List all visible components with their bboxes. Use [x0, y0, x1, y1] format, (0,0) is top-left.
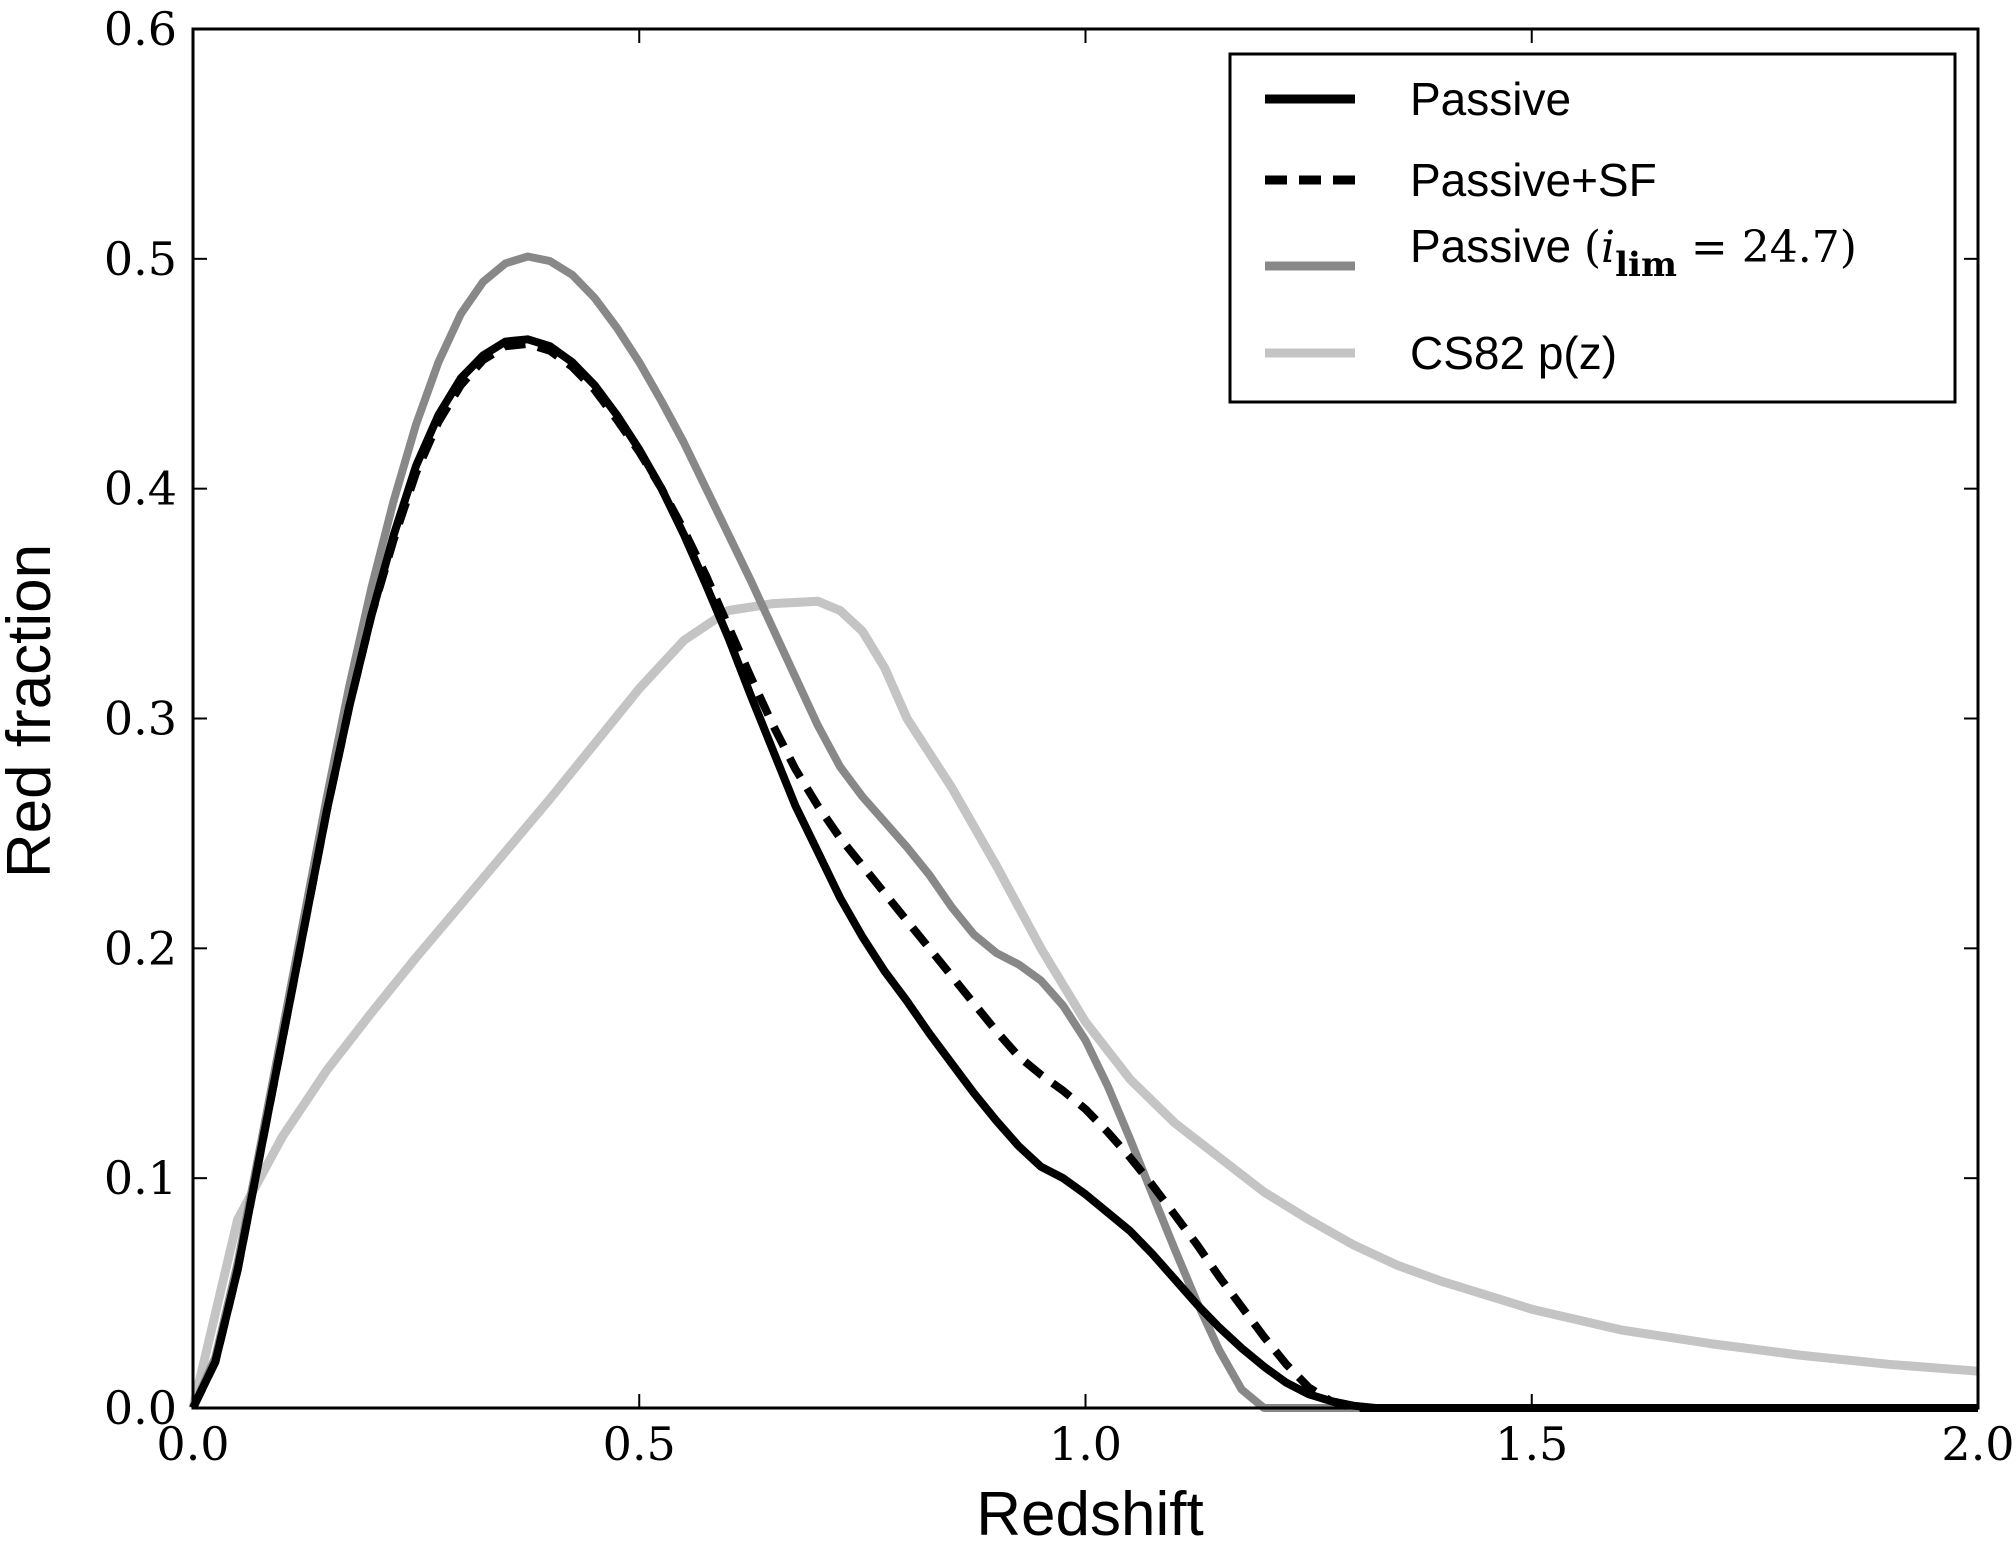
legend-label-passive-ilim: Passive (ilim = 24.7) — [1410, 220, 1857, 285]
x-axis-title: Redshift — [976, 1480, 1203, 1549]
legend-label-cs82: CS82 p(z) — [1410, 327, 1617, 379]
x-tick-label: 1.5 — [1495, 1417, 1568, 1471]
y-axis-title: Red fraction — [0, 544, 64, 878]
y-tick-label: 0.1 — [104, 1151, 177, 1205]
legend-label-passive: Passive — [1410, 73, 1571, 125]
x-tick-label: 2.0 — [1941, 1417, 2014, 1471]
y-tick-label: 0.6 — [104, 2, 177, 56]
legend-label-passive-sf: Passive+SF — [1410, 154, 1657, 206]
x-tick-label: 1.0 — [1049, 1417, 1122, 1471]
series-line-3 — [188, 596, 1979, 1410]
y-tick-label: 0.0 — [104, 1381, 177, 1435]
y-tick-label: 0.3 — [104, 692, 177, 746]
x-tick-label: 0.5 — [603, 1417, 676, 1471]
y-tick-label: 0.2 — [104, 921, 177, 975]
x-tick-label: 0.0 — [156, 1417, 229, 1471]
y-tick-label: 0.5 — [104, 232, 177, 286]
y-tick-label: 0.4 — [104, 462, 177, 516]
tick-labels-layer: 0.0 0.5 1.0 1.5 2.0 0.0 0.1 0.2 0.3 0.4 0.5 0.6 — [104, 2, 2015, 1471]
ticks-layer — [192, 28, 1979, 1409]
legend: Passive Passive+SF Passive (ilim = 24.7)… — [1228, 52, 1957, 404]
legend-box — [1228, 52, 1957, 404]
